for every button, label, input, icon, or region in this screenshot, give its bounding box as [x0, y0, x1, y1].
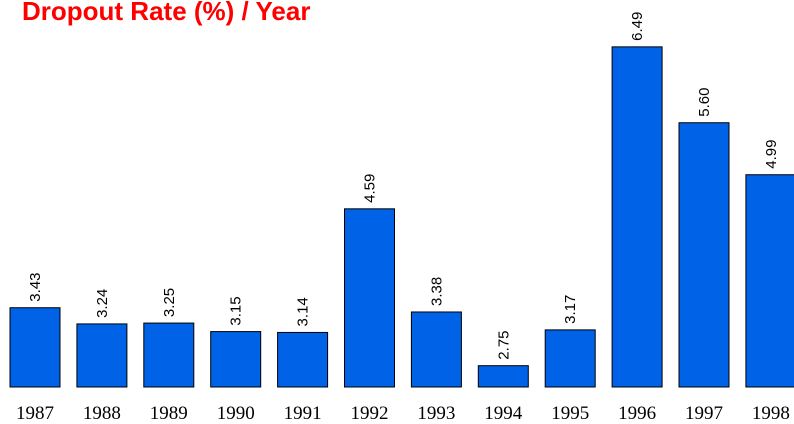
x-tick-label: 1997 — [685, 403, 723, 424]
bar — [277, 331, 329, 388]
value-label: 4.99 — [763, 140, 780, 169]
chart-title: Dropout Rate (%) / Year — [22, 0, 310, 26]
value-label: 3.24 — [94, 289, 111, 318]
x-tick-label: 1994 — [484, 403, 523, 424]
value-label: 3.25 — [161, 288, 178, 317]
bar — [678, 122, 730, 388]
bar — [410, 311, 462, 388]
bar — [76, 323, 128, 388]
bar — [9, 307, 61, 388]
bar — [477, 365, 529, 388]
x-tick-label: 1987 — [16, 403, 54, 424]
bar — [210, 331, 262, 388]
value-label: 3.15 — [228, 296, 245, 325]
value-label: 6.49 — [629, 12, 646, 41]
x-tick-label: 1989 — [150, 403, 188, 424]
value-label: 3.17 — [562, 295, 579, 324]
x-tick-label: 1995 — [551, 403, 589, 424]
bar — [344, 208, 395, 388]
value-label: 3.43 — [27, 273, 44, 302]
bar — [143, 322, 195, 388]
value-label: 5.60 — [696, 88, 713, 117]
value-label: 3.14 — [295, 297, 312, 326]
bar — [745, 174, 794, 388]
x-tick-label: 1993 — [417, 403, 455, 424]
x-tick-label: 1991 — [284, 403, 322, 424]
x-tick-label: 1998 — [752, 403, 790, 424]
x-tick-label: 1992 — [351, 403, 389, 424]
value-label: 4.59 — [362, 174, 379, 203]
value-label: 3.38 — [428, 277, 445, 306]
value-label: 2.75 — [495, 330, 512, 359]
x-tick-label: 1990 — [217, 403, 255, 424]
x-tick-label: 1988 — [83, 403, 121, 424]
bar — [611, 46, 663, 388]
x-tick-label: 1996 — [618, 403, 656, 424]
bar — [544, 329, 596, 388]
